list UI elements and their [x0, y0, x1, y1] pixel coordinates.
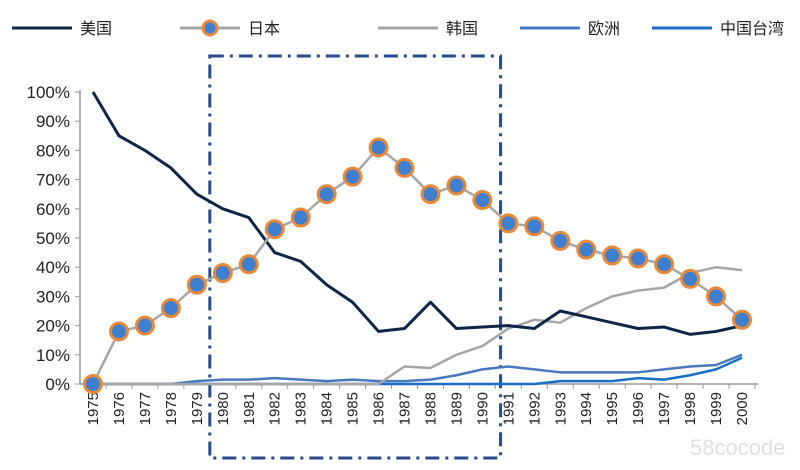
x-tick-label: 1980 — [215, 392, 232, 425]
watermark: 58cocode — [690, 435, 785, 460]
data-point — [83, 374, 103, 394]
y-tick-label: 10% — [36, 346, 70, 365]
data-point — [134, 315, 155, 336]
y-tick-label: 90% — [36, 112, 70, 131]
y-tick-label: 70% — [36, 171, 70, 190]
x-tick-label: 1988 — [422, 392, 439, 425]
x-tick-label: 1976 — [111, 392, 128, 425]
x-tick-label: 1986 — [371, 392, 388, 425]
x-tick-label: 1999 — [708, 392, 725, 425]
series-line-4 — [93, 353, 743, 386]
x-tick-label: 1997 — [656, 392, 673, 425]
highlight-box — [208, 54, 503, 460]
y-tick-label: 40% — [36, 258, 70, 277]
legend-label: 中国台湾 — [720, 19, 784, 38]
data-point — [238, 254, 259, 275]
legend-marker — [201, 19, 219, 37]
data-point — [498, 213, 519, 234]
x-tick-label: 1982 — [267, 392, 284, 425]
y-tick-label: 50% — [36, 229, 70, 248]
legend-label: 日本 — [248, 19, 280, 38]
x-tick-label: 1984 — [319, 392, 336, 425]
x-tick-label: 1991 — [500, 392, 517, 425]
x-tick-label: 1993 — [552, 392, 569, 425]
x-tick-label: 1996 — [630, 392, 647, 425]
data-point — [186, 274, 207, 295]
data-point — [706, 286, 727, 307]
x-tick-label: 1992 — [526, 392, 543, 425]
x-tick-label: 1975 — [85, 392, 102, 425]
x-tick-label: 1989 — [448, 392, 465, 425]
data-point — [550, 230, 571, 251]
y-tick-label: 100% — [27, 83, 70, 102]
data-point — [212, 263, 233, 284]
x-tick-label: 1978 — [163, 392, 180, 425]
data-point — [316, 184, 337, 205]
data-point — [108, 321, 129, 342]
legend-label: 欧洲 — [588, 19, 620, 38]
legend-label: 韩国 — [446, 19, 478, 38]
y-tick-label: 30% — [36, 287, 70, 306]
x-tick-label: 1995 — [604, 392, 621, 425]
data-point — [394, 157, 415, 178]
data-point — [524, 216, 545, 237]
y-tick-label: 80% — [36, 141, 70, 160]
data-point — [628, 248, 649, 269]
y-tick-label: 60% — [36, 200, 70, 219]
x-tick-label: 1979 — [189, 392, 206, 425]
data-point — [654, 254, 675, 275]
series-line-3 — [93, 265, 743, 386]
data-point — [290, 207, 311, 228]
data-point — [420, 184, 441, 205]
data-point — [342, 166, 363, 187]
x-tick-label: 1981 — [241, 392, 258, 425]
x-tick-label: 1987 — [397, 392, 414, 425]
data-point — [680, 268, 701, 289]
y-tick-label: 0% — [45, 375, 70, 394]
x-tick-label: 1994 — [578, 392, 595, 425]
data-point — [602, 245, 623, 266]
x-tick-label: 1977 — [137, 392, 154, 425]
data-point — [446, 175, 467, 196]
y-tick-label: 20% — [36, 317, 70, 336]
x-tick-label: 1998 — [682, 392, 699, 425]
data-point — [368, 137, 389, 158]
x-tick-label: 2000 — [734, 392, 751, 425]
series-line-1 — [91, 91, 743, 336]
data-point — [576, 239, 597, 260]
x-tick-label: 1983 — [293, 392, 310, 425]
data-point — [264, 219, 285, 240]
x-tick-label: 1990 — [474, 392, 491, 425]
data-point — [472, 190, 493, 211]
x-tick-label: 1985 — [345, 392, 362, 425]
legend-label: 美国 — [80, 19, 112, 38]
data-point — [732, 309, 752, 330]
data-point — [160, 298, 181, 319]
